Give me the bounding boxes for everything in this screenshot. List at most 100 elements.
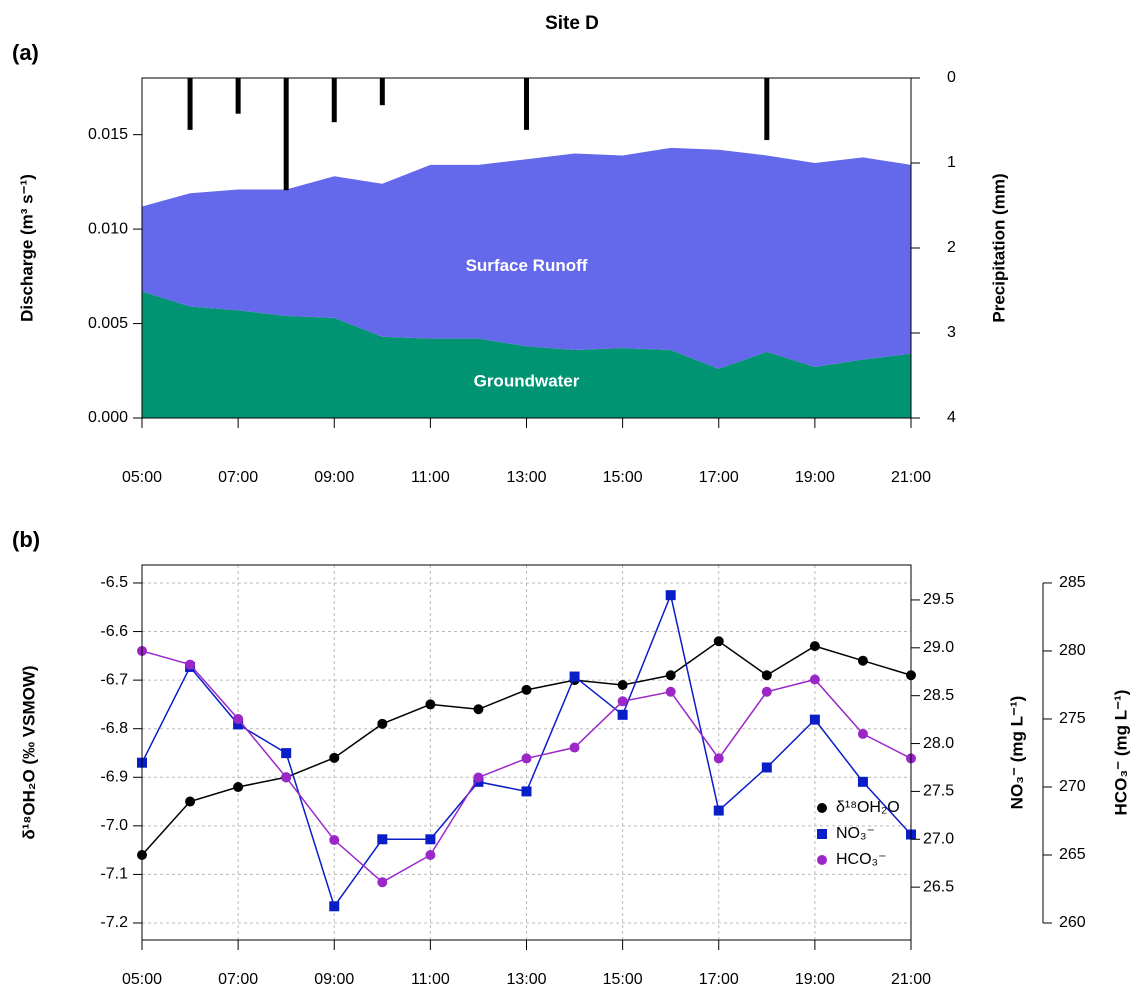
area-label: Groundwater bbox=[474, 372, 580, 391]
marker bbox=[521, 753, 532, 764]
y-tick-label: -6.6 bbox=[100, 623, 128, 640]
marker bbox=[233, 781, 244, 792]
marker bbox=[185, 659, 196, 670]
y2-tick-label: 29.5 bbox=[923, 591, 954, 608]
legend-label: NO₃⁻ bbox=[836, 825, 875, 842]
marker bbox=[521, 786, 532, 797]
x-tick-label: 07:00 bbox=[218, 971, 258, 988]
precipitation-bar bbox=[764, 78, 770, 141]
marker bbox=[617, 696, 628, 707]
y-tick-label: -6.7 bbox=[100, 671, 128, 688]
x-tick-label: 09:00 bbox=[314, 971, 354, 988]
marker bbox=[377, 834, 388, 845]
y2-tick-label: 4 bbox=[947, 409, 956, 426]
marker bbox=[665, 686, 676, 697]
marker bbox=[569, 671, 580, 682]
marker bbox=[377, 877, 388, 888]
marker bbox=[521, 684, 532, 695]
marker bbox=[473, 772, 484, 783]
marker bbox=[857, 728, 868, 739]
precipitation-bar bbox=[331, 78, 337, 123]
marker bbox=[713, 636, 724, 647]
marker bbox=[425, 849, 436, 860]
marker bbox=[425, 834, 436, 845]
x-tick-label: 15:00 bbox=[603, 971, 643, 988]
x-tick-label: 19:00 bbox=[795, 971, 835, 988]
y-tick-label: -6.9 bbox=[100, 768, 128, 785]
marker bbox=[233, 713, 244, 724]
marker bbox=[329, 835, 340, 846]
x-tick-label: 17:00 bbox=[699, 469, 739, 486]
precipitation-bar bbox=[379, 78, 385, 106]
marker bbox=[761, 670, 772, 681]
marker bbox=[713, 753, 724, 764]
y2-tick-label: 29.0 bbox=[923, 639, 954, 656]
marker bbox=[809, 674, 820, 685]
marker bbox=[377, 718, 388, 729]
x-tick-label: 09:00 bbox=[314, 469, 354, 486]
precipitation-bar bbox=[235, 78, 241, 114]
x-tick-label: 13:00 bbox=[506, 971, 546, 988]
y-tick-label: -7.0 bbox=[100, 817, 128, 834]
precipitation-bar bbox=[187, 78, 193, 130]
panel-label: (b) bbox=[12, 527, 40, 552]
y2-tick-label: 1 bbox=[947, 154, 956, 171]
x-tick-label: 21:00 bbox=[891, 469, 931, 486]
y2-tick-label: 28.5 bbox=[923, 687, 954, 704]
legend-marker bbox=[817, 855, 827, 865]
legend-label: δ¹⁸OH₂O bbox=[836, 799, 900, 816]
x-tick-label: 17:00 bbox=[699, 971, 739, 988]
marker bbox=[569, 742, 580, 753]
area-label: Surface Runoff bbox=[466, 256, 588, 275]
y3-tick-label: 275 bbox=[1059, 710, 1086, 727]
x-tick-label: 11:00 bbox=[411, 971, 450, 988]
y2-axis-label: Precipitation (mm) bbox=[989, 173, 1008, 322]
y-axis-label: Discharge (m³ s⁻¹) bbox=[17, 174, 36, 322]
y3-tick-label: 260 bbox=[1059, 914, 1086, 931]
stacked-area bbox=[142, 291, 911, 418]
x-tick-label: 19:00 bbox=[795, 469, 835, 486]
precipitation-bar bbox=[524, 78, 529, 130]
y2-axis-label: NO₃⁻ (mg L⁻¹) bbox=[1007, 696, 1026, 810]
marker bbox=[665, 670, 676, 681]
x-tick-label: 21:00 bbox=[891, 971, 931, 988]
marker bbox=[185, 796, 196, 807]
legend-marker bbox=[817, 829, 827, 839]
marker bbox=[617, 679, 628, 690]
panel-label: (a) bbox=[12, 40, 39, 65]
legend-label: HCO₃⁻ bbox=[836, 851, 887, 868]
marker bbox=[425, 699, 436, 710]
y2-tick-label: 26.5 bbox=[923, 878, 954, 895]
y-tick-label: -6.5 bbox=[100, 574, 128, 591]
marker bbox=[329, 901, 340, 912]
x-tick-label: 15:00 bbox=[603, 469, 643, 486]
marker bbox=[809, 641, 820, 652]
y2-tick-label: 27.5 bbox=[923, 783, 954, 800]
marker bbox=[617, 709, 628, 720]
marker bbox=[473, 704, 484, 715]
marker bbox=[281, 772, 292, 783]
y2-tick-label: 28.0 bbox=[923, 735, 954, 752]
marker bbox=[761, 686, 772, 697]
marker bbox=[713, 805, 724, 816]
precipitation-bar bbox=[283, 78, 289, 191]
marker bbox=[281, 748, 292, 759]
marker bbox=[857, 776, 868, 787]
figure-title: Site D bbox=[545, 13, 599, 34]
marker bbox=[329, 752, 340, 763]
y-tick-label: 0.005 bbox=[88, 315, 128, 332]
y-axis-label: δ¹⁸OH₂O (‰ VSMOW) bbox=[19, 665, 38, 839]
x-tick-label: 05:00 bbox=[122, 469, 162, 486]
marker bbox=[809, 714, 820, 725]
y-tick-label: 0.010 bbox=[88, 220, 128, 237]
y-tick-label: -6.8 bbox=[100, 720, 128, 737]
y3-tick-label: 285 bbox=[1059, 574, 1086, 591]
x-tick-label: 11:00 bbox=[411, 469, 450, 486]
y-tick-label: 0.015 bbox=[88, 126, 128, 143]
y2-tick-label: 2 bbox=[947, 239, 956, 256]
y3-tick-label: 265 bbox=[1059, 846, 1086, 863]
y2-tick-label: 27.0 bbox=[923, 831, 954, 848]
y2-tick-label: 3 bbox=[947, 324, 956, 341]
stacked-area bbox=[142, 147, 911, 369]
